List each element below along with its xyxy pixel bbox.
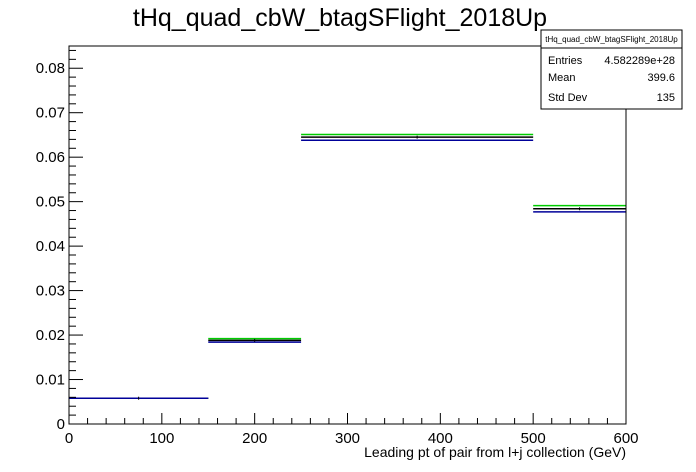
y-tick-label: 0.04 (36, 238, 65, 255)
x-tick-label: 200 (242, 430, 267, 447)
stats-stddev-value: 135 (657, 92, 675, 104)
stats-entries-value: 4.582289e+28 (604, 55, 675, 67)
x-tick-label: 400 (428, 430, 453, 447)
stats-entries-label: Entries (548, 55, 583, 67)
chart-title: tHq_quad_cbW_btagSFlight_2018Up (133, 4, 547, 32)
y-tick-label: 0.05 (36, 194, 65, 211)
x-tick-label: 100 (149, 430, 174, 447)
y-tick-label: 0.01 (36, 372, 65, 389)
y-tick-label: 0.07 (36, 105, 65, 122)
y-tick-label: 0 (57, 416, 65, 433)
x-tick-label: 0 (65, 430, 73, 447)
y-tick-label: 0.06 (36, 149, 65, 166)
x-tick-label: 500 (521, 430, 546, 447)
y-tick-label: 0.03 (36, 283, 65, 300)
y-tick-label: 0.08 (36, 60, 65, 77)
y-axis: 0 0.01 0.02 0.03 0.04 0.05 0.06 0.07 0.08 (36, 49, 83, 433)
stats-box: tHq_quad_cbW_btagSFlight_2018Up Entries … (540, 29, 683, 110)
stats-mean-value: 399.6 (647, 72, 675, 84)
stats-box-frame (540, 29, 683, 110)
y-tick-label: 0.02 (36, 327, 65, 344)
stats-stddev-label: Std Dev (548, 92, 588, 104)
x-axis: 0 100 200 300 400 500 600 (65, 413, 639, 447)
histogram-marks (69, 133, 626, 400)
x-axis-title: Leading pt of pair from l+j collection (… (364, 444, 626, 460)
stats-box-title: tHq_quad_cbW_btagSFlight_2018Up (545, 35, 678, 44)
x-tick-label: 600 (613, 430, 638, 447)
x-tick-label: 300 (335, 430, 360, 447)
stats-mean-label: Mean (548, 72, 576, 84)
